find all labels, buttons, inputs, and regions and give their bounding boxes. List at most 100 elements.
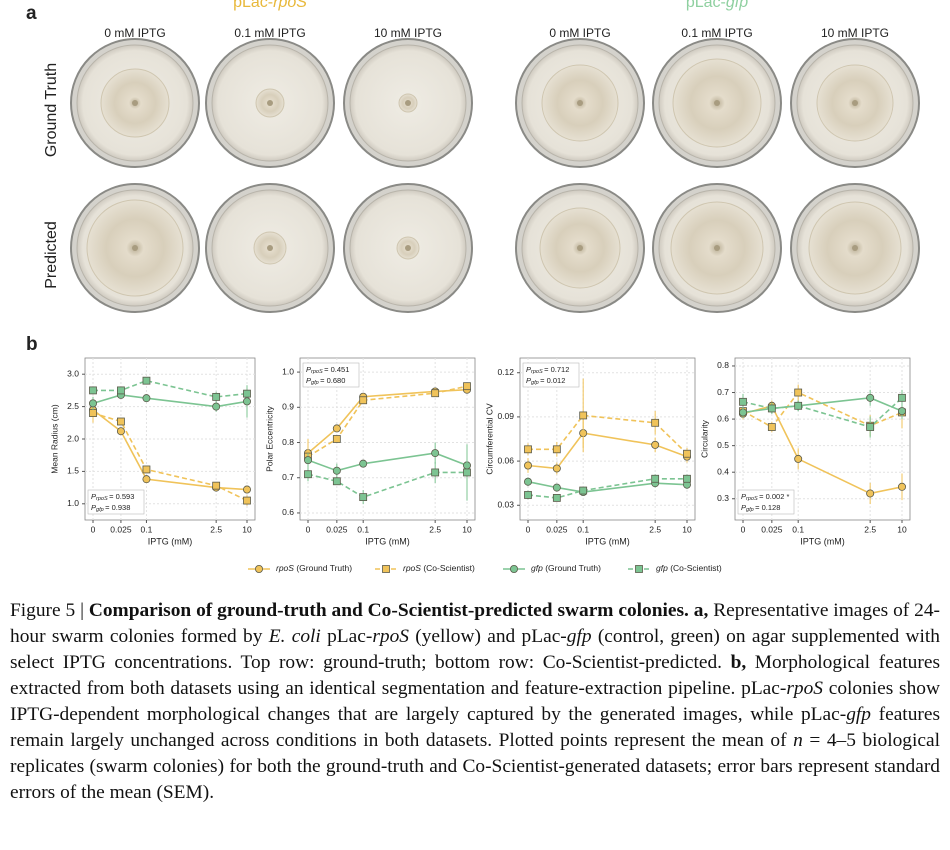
marker: [212, 402, 221, 411]
x-tick-label: 0.1: [792, 524, 804, 534]
annotation-value: = 0.680: [320, 376, 345, 385]
panel-label: a: [26, 3, 37, 24]
marker: [651, 418, 660, 427]
column-header: 10 mM IPTG: [374, 26, 442, 40]
marker: [552, 464, 561, 473]
marker: [242, 485, 251, 494]
x-tick-label: 0.1: [141, 524, 153, 534]
marker: [332, 477, 341, 486]
y-tick-label: 2.5: [67, 401, 79, 411]
series-line: [93, 379, 248, 398]
marker: [552, 483, 561, 492]
colony-center: [714, 100, 720, 106]
y-axis-label: Circularity: [699, 419, 709, 458]
column-header: 10 mM IPTG: [821, 26, 889, 40]
marker: [117, 386, 125, 395]
annotation-sub: gfp: [746, 507, 754, 513]
colony-center: [714, 245, 720, 251]
annotation-symbol: P: [526, 376, 531, 385]
annotation: PrpoS = 0.712: [526, 365, 569, 375]
legend-label: gfp (Co-Scientist): [656, 563, 722, 573]
marker: [142, 394, 151, 403]
annotation-value: = 0.002 *: [759, 492, 789, 501]
y-tick-label: 0.06: [497, 455, 514, 465]
legend-marker: [635, 565, 643, 573]
marker: [866, 423, 875, 431]
legend-label: rpoS (Ground Truth): [276, 563, 352, 573]
annotation-symbol: P: [741, 503, 746, 512]
x-axis-label: IPTG (mM): [800, 536, 845, 546]
y-tick-label: 3.0: [67, 368, 79, 378]
annotation: PrpoS = 0.002 *: [741, 492, 789, 502]
marker: [866, 489, 875, 498]
caption-run: Figure 5 |: [10, 600, 89, 621]
x-tick-label: 0.1: [357, 524, 369, 534]
marker: [794, 388, 803, 397]
y-tick-label: 0.7: [717, 387, 729, 397]
y-axis-label: Polar Eccentricity: [264, 405, 274, 471]
annotation: Pgfp = 0.128: [741, 503, 780, 513]
marker: [767, 404, 776, 413]
colony-center: [405, 100, 411, 106]
group-title: pLac-rpoS: [233, 0, 307, 11]
y-tick-label: 2.0: [67, 433, 79, 443]
y-tick-label: 1.0: [67, 498, 79, 508]
x-tick-label: 0.1: [577, 524, 589, 534]
marker: [524, 461, 533, 470]
caption-run: Comparison of ground-truth and Co-Scient…: [88, 600, 709, 621]
colony-center: [577, 245, 583, 251]
y-tick-label: 0.7: [282, 472, 294, 482]
marker: [142, 465, 151, 474]
marker: [117, 417, 125, 426]
x-tick-label: 2.5: [429, 524, 441, 534]
annotation-sub: gfp: [96, 507, 104, 513]
annotation-symbol: P: [741, 492, 746, 501]
x-tick-label: 0: [91, 524, 96, 534]
marker: [552, 494, 561, 502]
marker: [739, 408, 748, 417]
x-tick-label: 2.5: [649, 524, 661, 534]
y-tick-label: 0.6: [717, 413, 729, 423]
annotation-box: [302, 362, 360, 388]
x-tick-label: 0.025: [326, 524, 348, 534]
x-tick-label: 2.5: [210, 524, 222, 534]
annotation-sub: rpoS: [746, 496, 758, 502]
column-header: 0.1 mM IPTG: [681, 26, 752, 40]
row-label: Predicted: [43, 221, 60, 289]
annotation-value: = 0.128: [755, 503, 780, 512]
x-tick-label: 10: [242, 524, 252, 534]
y-tick-label: 0.4: [717, 466, 729, 476]
marker: [431, 468, 440, 477]
caption-run: = 4–5 biological replicates (swarm colon…: [10, 730, 940, 803]
row-label: Ground Truth: [43, 63, 60, 157]
marker: [359, 459, 368, 468]
y-tick-label: 1.5: [67, 466, 79, 476]
annotation-sub: gfp: [531, 380, 539, 386]
column-header: 0 mM IPTG: [104, 26, 165, 40]
annotation-symbol: P: [91, 492, 96, 501]
marker: [683, 474, 691, 483]
marker: [463, 468, 471, 477]
y-axis-label: Mean Radius (cm): [49, 404, 59, 474]
annotation: Pgfp = 0.680: [306, 376, 345, 386]
annotation: Pgfp = 0.012: [526, 376, 565, 386]
marker: [767, 423, 776, 431]
marker: [739, 397, 747, 406]
y-tick-label: 0.12: [497, 367, 514, 377]
y-axis-label: Circumferential CV: [484, 403, 494, 475]
marker: [683, 449, 691, 458]
marker: [243, 496, 251, 505]
marker: [89, 386, 97, 395]
caption-run: Morphological features extracted from bo…: [10, 652, 940, 699]
caption: Figure 5 | Comparison of ground-truth an…: [10, 598, 940, 806]
legend-marker: [382, 565, 390, 573]
colony-center: [132, 100, 138, 106]
caption-run: rpoS: [786, 678, 823, 699]
x-tick-label: 0: [526, 524, 531, 534]
annotation-box: [737, 489, 795, 515]
marker: [89, 399, 98, 408]
x-tick-label: 0: [306, 524, 311, 534]
y-tick-label: 0.5: [717, 440, 729, 450]
caption-run: gfp: [846, 704, 871, 725]
